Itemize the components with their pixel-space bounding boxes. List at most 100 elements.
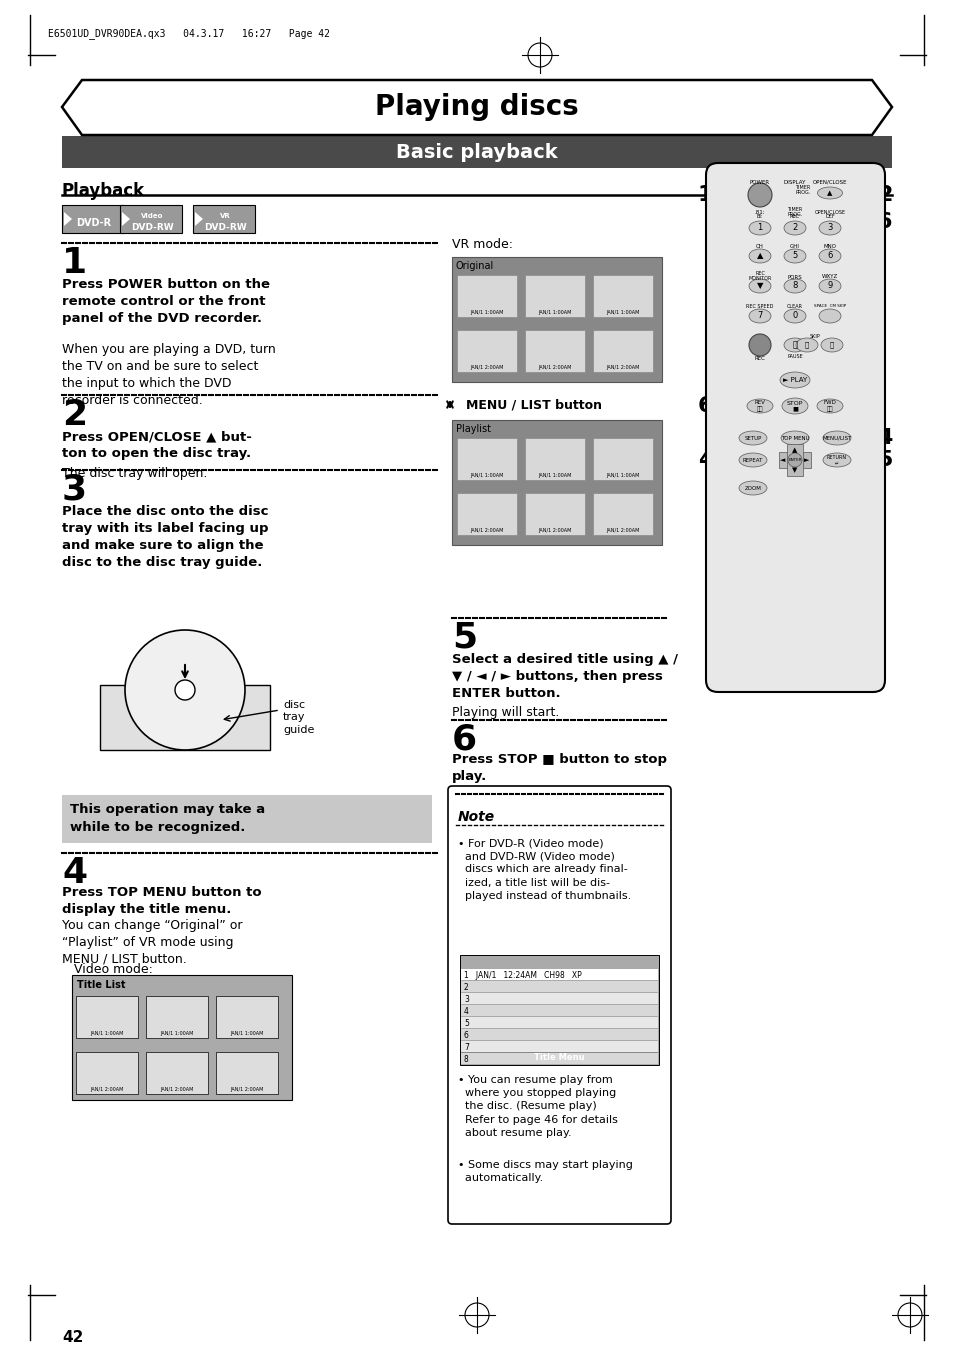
Ellipse shape [739,481,766,494]
Ellipse shape [795,338,817,353]
FancyBboxPatch shape [460,1052,658,1065]
Text: 2: 2 [463,982,468,992]
Text: ⏸: ⏸ [792,340,797,350]
Text: REPEAT: REPEAT [742,458,762,462]
Text: Video: Video [141,213,163,219]
Text: MNO: MNO [822,245,836,250]
Text: 1: 1 [62,246,87,280]
Polygon shape [194,212,203,226]
Circle shape [174,680,194,700]
Text: VR: VR [219,213,230,219]
FancyBboxPatch shape [215,996,277,1038]
Text: Press POWER button on the
remote control or the front
panel of the DVD recorder.: Press POWER button on the remote control… [62,278,270,326]
Text: JAN/1 1:00AM: JAN/1 1:00AM [537,473,571,478]
Circle shape [747,182,771,207]
FancyBboxPatch shape [146,996,208,1038]
Text: STOP
■: STOP ■ [786,401,802,412]
FancyBboxPatch shape [460,969,658,979]
Text: ▼: ▼ [792,467,797,473]
Text: 1: 1 [697,185,712,205]
FancyBboxPatch shape [593,330,652,372]
Text: E6501UD_DVR90DEA.qx3   04.3.17   16:27   Page 42: E6501UD_DVR90DEA.qx3 04.3.17 16:27 Page … [48,28,330,39]
Text: 42: 42 [62,1329,83,1346]
Text: 3: 3 [463,994,468,1004]
Text: 6: 6 [452,723,476,757]
Text: Original: Original [456,261,494,272]
Text: disc
tray
guide: disc tray guide [283,700,314,735]
Text: JAN/1 2:00AM: JAN/1 2:00AM [606,528,639,534]
FancyBboxPatch shape [593,276,652,317]
Text: When you are playing a DVD, turn
the TV on and be sure to select
the input to wh: When you are playing a DVD, turn the TV … [62,343,275,407]
Text: ►: ► [803,457,809,463]
FancyBboxPatch shape [146,1052,208,1094]
FancyBboxPatch shape [76,1052,138,1094]
Text: • Some discs may start playing
  automatically.: • Some discs may start playing automatic… [457,1161,632,1183]
Text: 8: 8 [463,1055,468,1063]
Text: REV
⏪⏪: REV ⏪⏪ [754,400,764,412]
Text: JAN/1 1:00AM: JAN/1 1:00AM [606,309,639,315]
Text: MENU/LIST: MENU/LIST [821,435,851,440]
Text: ▲: ▲ [792,447,797,453]
Text: JAN/1 2:00AM: JAN/1 2:00AM [470,528,503,534]
Text: Press OPEN/CLOSE ▲ but-
ton to open the disc tray.: Press OPEN/CLOSE ▲ but- ton to open the … [62,430,252,459]
Text: JAN/1 2:00AM: JAN/1 2:00AM [91,1088,124,1092]
FancyBboxPatch shape [459,955,659,1065]
Text: 5: 5 [792,251,797,261]
Text: The disc tray will open.: The disc tray will open. [62,467,207,480]
Text: JAN/1 2:00AM: JAN/1 2:00AM [537,528,571,534]
Text: BI:: BI: [756,215,762,219]
FancyBboxPatch shape [524,276,584,317]
Text: ⏮: ⏮ [804,342,808,349]
FancyBboxPatch shape [456,438,517,480]
Text: 5: 5 [452,621,476,655]
Text: 9: 9 [826,281,832,290]
Text: PQRS: PQRS [787,274,801,280]
FancyBboxPatch shape [456,330,517,372]
FancyBboxPatch shape [62,205,124,232]
Ellipse shape [783,280,805,293]
Text: 4: 4 [876,428,891,449]
Text: DVD-RW: DVD-RW [131,223,173,232]
FancyBboxPatch shape [460,981,658,992]
FancyBboxPatch shape [62,136,891,168]
FancyBboxPatch shape [120,205,182,232]
Text: JAN/1 1:00AM: JAN/1 1:00AM [606,473,639,478]
FancyBboxPatch shape [460,1043,658,1052]
Text: TOP MENU: TOP MENU [780,435,808,440]
Text: OPEN/CLOSE: OPEN/CLOSE [814,209,844,215]
FancyBboxPatch shape [193,205,254,232]
Text: REC SPEED: REC SPEED [745,304,773,308]
Text: TIMER
PROG.: TIMER PROG. [795,185,810,196]
Ellipse shape [822,453,850,467]
FancyBboxPatch shape [76,996,138,1038]
Ellipse shape [816,399,842,413]
Text: PAUSE: PAUSE [786,354,802,359]
Text: ► PLAY: ► PLAY [782,377,806,382]
Ellipse shape [739,453,766,467]
Text: Playback: Playback [62,182,145,200]
FancyBboxPatch shape [452,257,661,382]
Text: SETUP: SETUP [743,435,760,440]
Text: MENU / LIST button: MENU / LIST button [465,399,601,412]
Text: ▲: ▲ [756,251,762,261]
Text: Place the disc onto the disc
tray with its label facing up
and make sure to alig: Place the disc onto the disc tray with i… [62,505,268,569]
Text: Playlist: Playlist [456,424,491,434]
FancyBboxPatch shape [448,786,670,1224]
Ellipse shape [780,372,809,388]
Text: ▼: ▼ [756,281,762,290]
FancyBboxPatch shape [460,1005,658,1016]
Text: 6: 6 [463,1031,468,1039]
Ellipse shape [822,431,850,444]
Text: JAN/1 2:00AM: JAN/1 2:00AM [160,1088,193,1092]
Text: Basic playback: Basic playback [395,142,558,162]
Text: 3: 3 [62,473,87,507]
Text: JAN/1 1:00AM: JAN/1 1:00AM [470,473,503,478]
Text: DVD-R: DVD-R [76,218,112,228]
Ellipse shape [748,309,770,323]
Text: • You can resume play from
  where you stopped playing
  the disc. (Resume play): • You can resume play from where you sto… [457,1075,618,1138]
Ellipse shape [739,431,766,444]
Text: TIMER
PROG.: TIMER PROG. [786,207,801,218]
Text: JAN/1 1:00AM: JAN/1 1:00AM [537,309,571,315]
Ellipse shape [783,338,805,353]
Text: This operation may take a
while to be recognized.: This operation may take a while to be re… [70,802,265,834]
